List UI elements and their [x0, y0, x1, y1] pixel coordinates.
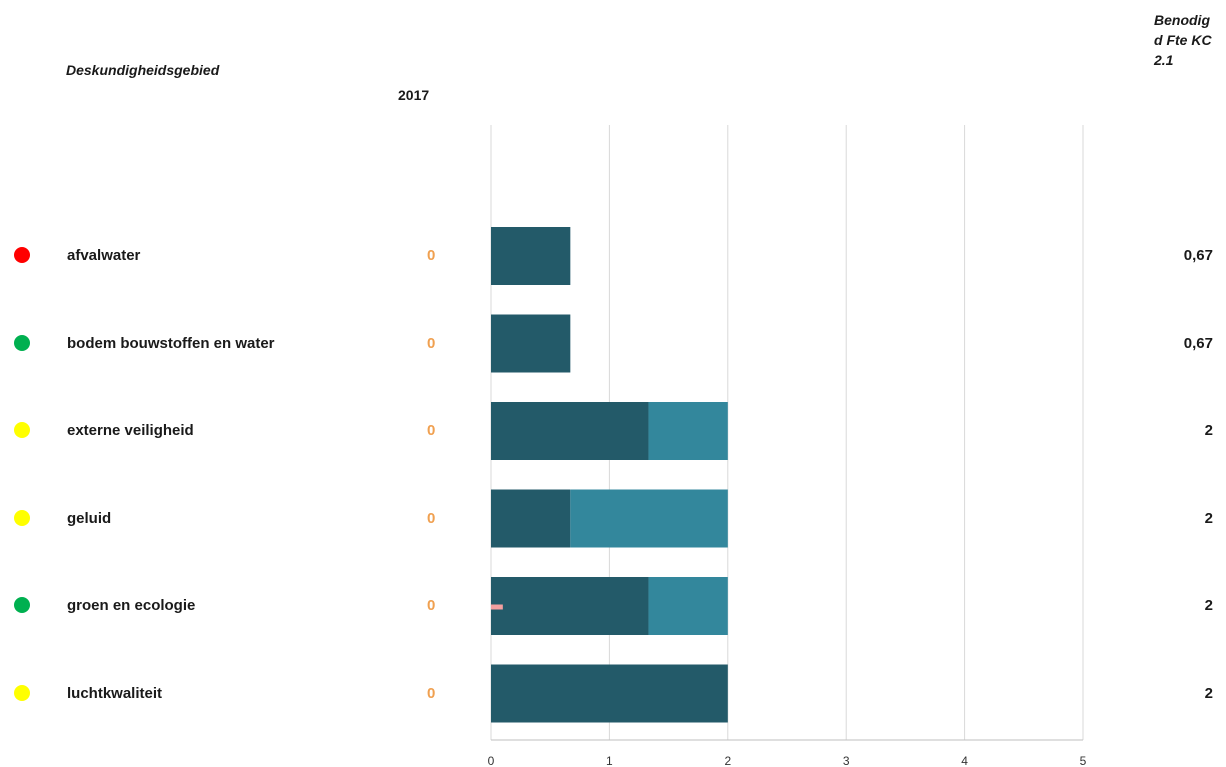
- bar-segment: [570, 489, 728, 548]
- bar-segment: [491, 489, 571, 548]
- status-dot-icon: [14, 334, 30, 351]
- table-row: geluid 0 2: [0, 507, 1226, 531]
- row-fte-value: 2: [1204, 509, 1213, 527]
- row-fte-value: 2: [1204, 597, 1213, 614]
- row-count: 0: [427, 684, 436, 702]
- status-dot-icon: [14, 684, 30, 701]
- row-fte-value: 0,67: [1183, 247, 1213, 264]
- row-count: 0: [427, 597, 436, 614]
- row-label: groen en ecologie: [67, 597, 196, 614]
- status-dot-icon: [14, 509, 30, 526]
- status-dot-icon: [14, 597, 30, 613]
- year-column-header: 2017: [398, 87, 430, 103]
- row-label: externe veiligheid: [67, 422, 194, 439]
- row-fte-value: 2: [1204, 684, 1213, 702]
- bar-segment: [491, 664, 728, 723]
- x-tick-label: 2: [724, 754, 731, 767]
- bar-segment: [491, 314, 571, 373]
- x-tick-label: 4: [961, 754, 968, 767]
- table-row: groen en ecologie 0 2: [0, 594, 1226, 618]
- bar-segment: [648, 577, 728, 635]
- x-tick-label: 0: [488, 754, 495, 767]
- bar-segment: [648, 402, 728, 460]
- row-fte-value: 2: [1204, 422, 1213, 439]
- x-tick-label: 3: [843, 754, 850, 767]
- row-count: 0: [427, 247, 436, 264]
- row-label: bodem bouwstoffen en water: [67, 334, 275, 352]
- target-marker: [491, 604, 503, 610]
- row-label: luchtkwaliteit: [67, 684, 163, 702]
- table-row: luchtkwaliteit 0 2: [0, 682, 1226, 706]
- row-count: 0: [427, 422, 436, 439]
- row-count: 0: [427, 334, 436, 352]
- row-fte-value: 0,67: [1183, 334, 1213, 352]
- table-row: externe veiligheid 0 2: [0, 419, 1226, 443]
- bar-segment: [491, 402, 649, 460]
- x-tick-label: 1: [606, 754, 613, 767]
- row-label: afvalwater: [67, 247, 141, 264]
- bar-segment: [491, 227, 571, 285]
- bar-segment: [491, 577, 649, 635]
- status-dot-icon: [14, 422, 30, 438]
- x-tick-label: 5: [1080, 754, 1087, 767]
- row-count: 0: [427, 509, 436, 527]
- row-label: geluid: [67, 509, 112, 527]
- table-row: afvalwater 0 0,67: [0, 244, 1226, 268]
- fte-column-header: Benodig d Fte KC 2.1: [1154, 12, 1212, 68]
- table-row: bodem bouwstoffen en water 0 0,67: [0, 332, 1226, 356]
- area-column-header: Deskundigheidsgebied: [66, 62, 220, 78]
- status-dot-icon: [14, 247, 30, 263]
